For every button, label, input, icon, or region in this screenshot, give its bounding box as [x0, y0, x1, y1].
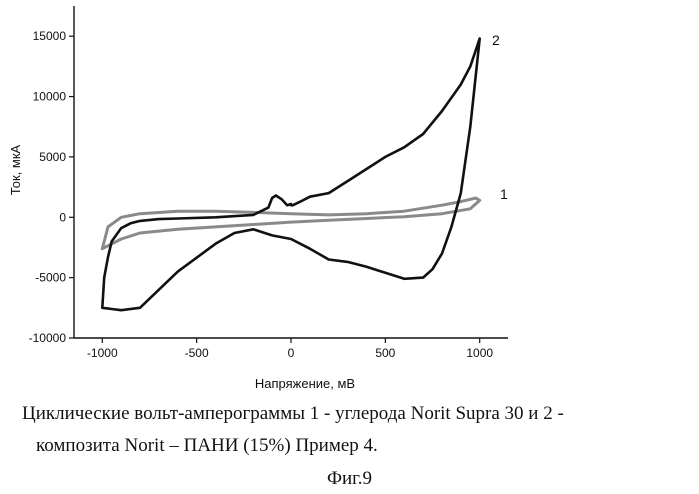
- series-layer: [102, 39, 479, 311]
- figure-label: Фиг.9: [0, 468, 699, 490]
- y-tick-label: 15000: [33, 29, 67, 43]
- y-tick-label: 0: [59, 210, 66, 224]
- x-axis-title: Напряжение, мВ: [255, 376, 355, 391]
- y-tick-label: -5000: [35, 271, 66, 285]
- y-axis-title: Ток, мкА: [8, 144, 23, 195]
- caption-line-2: композита Norit – ПАНИ (15%) Пример 4.: [36, 435, 676, 457]
- x-tick-label: 1000: [466, 346, 493, 360]
- series-line-2: [102, 39, 479, 311]
- y-tick-label: -10000: [29, 331, 67, 345]
- x-tick-label: -1000: [87, 346, 118, 360]
- caption-line-1: Циклические вольт-амперограммы 1 - углер…: [22, 403, 699, 425]
- x-tick-label: -500: [185, 346, 209, 360]
- x-tick-label: 0: [288, 346, 295, 360]
- series-label-1: 1: [500, 186, 508, 202]
- cv-chart: -1000-50005001000-10000-5000050001000015…: [0, 0, 699, 400]
- series-label-2: 2: [492, 32, 500, 48]
- y-tick-label: 10000: [33, 90, 67, 104]
- y-tick-label: 5000: [39, 150, 66, 164]
- x-tick-label: 500: [375, 346, 395, 360]
- axis-ticks: -1000-50005001000-10000-5000050001000015…: [29, 29, 494, 360]
